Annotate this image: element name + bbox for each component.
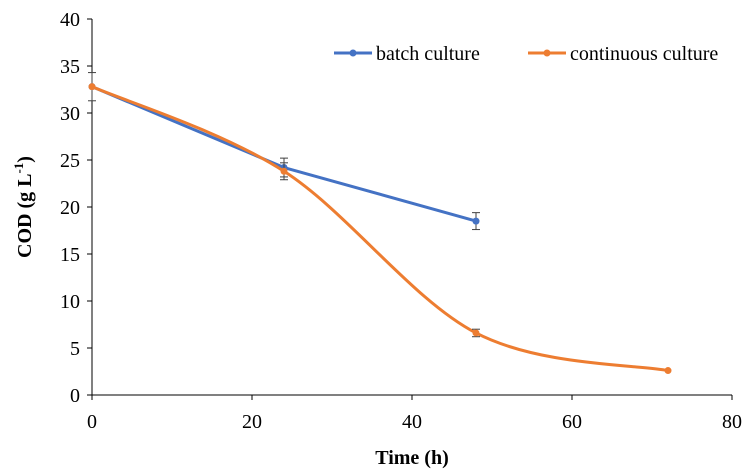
x-tick-label: 60: [562, 411, 582, 433]
y-tick-label: 0: [70, 385, 80, 407]
legend-label-batch: batch culture: [376, 43, 480, 65]
y-tick-label: 30: [60, 103, 80, 125]
data-point-continuous-culture: [664, 367, 672, 375]
y-tick-label: 15: [60, 244, 80, 266]
legend: batch culture continuous culture: [334, 43, 718, 65]
y-tick-label: 25: [60, 150, 80, 172]
x-tick-label: 80: [722, 411, 742, 433]
y-axis-title-sup: -1: [11, 163, 26, 174]
y-tick-label: 35: [60, 56, 80, 78]
series-line-batch-culture: [90, 85, 478, 223]
y-tick-label: 5: [70, 338, 80, 360]
data-point-batch-culture: [472, 217, 480, 225]
x-tick-label: 0: [87, 411, 97, 433]
legend-marker-continuous: [543, 49, 551, 57]
y-axis-title-close: ): [14, 156, 36, 163]
y-tick-label: 20: [60, 197, 80, 219]
y-axis-title: COD (g L-1): [11, 156, 36, 258]
y-tick-label: 40: [60, 9, 80, 31]
data-point-continuous-culture: [280, 167, 288, 175]
x-ticks: 0 20 40 60 80: [87, 395, 742, 433]
series-line-continuous-culture: [90, 85, 670, 373]
data-point-continuous-culture: [88, 83, 96, 91]
y-axis-title-main: COD (g L: [14, 174, 36, 258]
legend-label-continuous: continuous culture: [570, 43, 718, 65]
x-axis-title: Time (h): [375, 447, 449, 469]
x-tick-label: 20: [242, 411, 262, 433]
x-tick-label: 40: [402, 411, 422, 433]
axes: [91, 19, 732, 396]
legend-marker-batch: [349, 49, 357, 57]
data-point-continuous-culture: [472, 329, 480, 337]
y-ticks: 0 5 10 15 20 25 30 35 40: [60, 9, 92, 407]
y-tick-label: 10: [60, 291, 80, 313]
series-layer: [88, 72, 672, 375]
